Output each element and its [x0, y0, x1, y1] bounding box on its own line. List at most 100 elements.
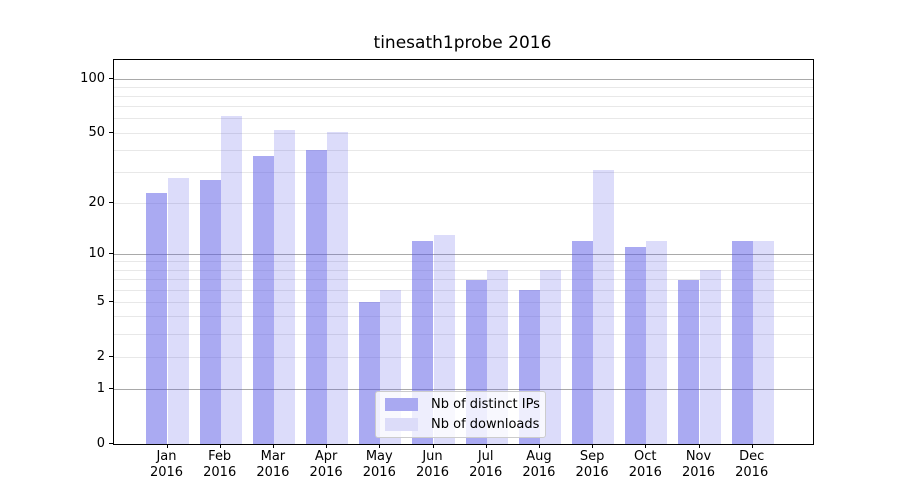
x-tick-month: Feb — [208, 449, 232, 464]
minor-gridline — [114, 301, 813, 303]
minor-gridline — [114, 269, 813, 271]
minor-gridline — [114, 356, 813, 358]
x-tick-month: May — [365, 449, 393, 464]
legend-label-distinct-ips: Nb of distinct IPs — [431, 396, 540, 412]
x-axis-tick-mark — [166, 444, 168, 448]
bar-distinct-ips — [625, 247, 647, 444]
x-axis-tick-mark — [645, 444, 647, 448]
minor-gridline — [114, 149, 813, 151]
x-axis-tick-mark — [379, 444, 381, 448]
bar-downloads — [167, 177, 189, 444]
x-tick-month: Apr — [314, 449, 338, 464]
bar-distinct-ips — [199, 180, 221, 444]
bar-distinct-ips — [359, 302, 381, 444]
y-axis-tick-mark — [109, 356, 113, 358]
y-axis-tick-mark — [109, 132, 113, 134]
x-tick-month: Dec — [739, 449, 765, 464]
x-tick-year: 2016 — [735, 465, 769, 480]
y-axis-tick-mark — [109, 78, 113, 79]
minor-gridline — [114, 261, 813, 263]
minor-gridline — [114, 171, 813, 173]
x-tick-month: Jul — [477, 449, 494, 464]
x-axis-tick-label: Jan 2016 — [137, 449, 197, 481]
major-gridline — [114, 388, 813, 390]
x-tick-year: 2016 — [469, 465, 503, 480]
bar-downloads — [273, 130, 296, 444]
x-axis-tick-label: Jul 2016 — [456, 449, 516, 481]
x-tick-month: Jan — [156, 449, 177, 464]
minor-gridline — [114, 106, 813, 108]
x-axis-tick-mark — [485, 444, 487, 448]
bar-distinct-ips — [731, 241, 753, 444]
y-axis-tick-mark — [109, 253, 113, 255]
x-axis-tick-label: Sep 2016 — [562, 449, 622, 481]
x-tick-year: 2016 — [309, 465, 343, 480]
x-tick-year: 2016 — [149, 465, 184, 480]
y-axis-tick-label: 100 — [80, 70, 105, 86]
x-tick-year: 2016 — [415, 465, 450, 480]
x-tick-month: Sep — [579, 449, 605, 464]
x-tick-year: 2016 — [362, 465, 396, 480]
bar-distinct-ips — [252, 156, 274, 444]
x-axis-tick-mark — [326, 444, 328, 448]
legend-swatch-downloads — [385, 418, 418, 432]
x-tick-year: 2016 — [522, 465, 556, 480]
y-axis-tick-mark — [109, 443, 113, 444]
minor-gridline — [114, 289, 813, 291]
minor-gridline — [114, 316, 813, 318]
x-axis-tick-label: Nov 2016 — [669, 449, 729, 481]
x-axis-tick-mark — [698, 444, 700, 448]
x-axis-tick-mark — [432, 444, 434, 448]
minor-gridline — [114, 279, 813, 281]
x-tick-year: 2016 — [628, 465, 662, 480]
legend-row-downloads: Nb of downloads — [385, 417, 540, 434]
bar-distinct-ips — [678, 279, 700, 444]
minor-gridline — [114, 86, 813, 88]
y-axis-tick-mark — [109, 388, 113, 390]
legend-swatch-distinct-ips — [385, 397, 418, 411]
major-gridline — [114, 78, 813, 80]
bar-downloads — [699, 270, 721, 444]
minor-gridline — [114, 333, 813, 335]
x-tick-month: Aug — [526, 449, 552, 464]
bar-distinct-ips — [571, 241, 594, 444]
x-axis-tick-label: May 2016 — [349, 449, 409, 481]
x-tick-year: 2016 — [681, 465, 716, 480]
x-tick-year: 2016 — [203, 465, 237, 480]
x-tick-month: Mar — [260, 449, 286, 464]
legend-label-downloads: Nb of downloads — [431, 417, 540, 433]
bar-downloads — [752, 241, 774, 444]
x-axis-tick-label: Jun 2016 — [403, 449, 463, 481]
y-axis-tick-label: 0 — [96, 435, 105, 451]
minor-gridline — [114, 132, 813, 134]
bar-downloads — [646, 241, 668, 444]
bar-downloads — [327, 131, 349, 444]
y-axis-tick-label: 20 — [88, 194, 105, 210]
x-axis-tick-mark — [538, 444, 540, 448]
minor-gridline — [114, 202, 813, 204]
x-tick-year: 2016 — [256, 465, 290, 480]
x-axis-tick-mark — [272, 444, 274, 448]
chart-title: tinesath1probe 2016 — [373, 33, 552, 53]
minor-gridline — [114, 95, 813, 97]
y-axis-tick-label: 50 — [88, 124, 105, 140]
x-axis-tick-label: Mar 2016 — [243, 449, 303, 481]
y-axis-tick-label: 1 — [96, 380, 105, 396]
x-axis-tick-mark — [219, 444, 221, 448]
x-axis-tick-label: Aug 2016 — [509, 449, 569, 481]
legend-row-distinct-ips: Nb of distinct IPs — [385, 396, 540, 413]
minor-gridline — [114, 118, 813, 120]
x-tick-year: 2016 — [575, 465, 609, 480]
y-axis-tick-label: 10 — [88, 245, 105, 261]
x-axis-tick-mark — [751, 444, 753, 448]
x-axis-tick-label: Apr 2016 — [296, 449, 356, 481]
x-tick-month: Jun — [422, 449, 443, 464]
legend: Nb of distinct IPs Nb of downloads — [375, 391, 546, 438]
y-axis-tick-label: 2 — [96, 348, 105, 364]
x-tick-month: Oct — [634, 449, 657, 464]
x-axis-tick-mark — [592, 444, 594, 448]
x-axis-tick-label: Feb 2016 — [190, 449, 250, 481]
bar-downloads — [593, 169, 615, 444]
y-axis-tick-mark — [109, 202, 113, 204]
